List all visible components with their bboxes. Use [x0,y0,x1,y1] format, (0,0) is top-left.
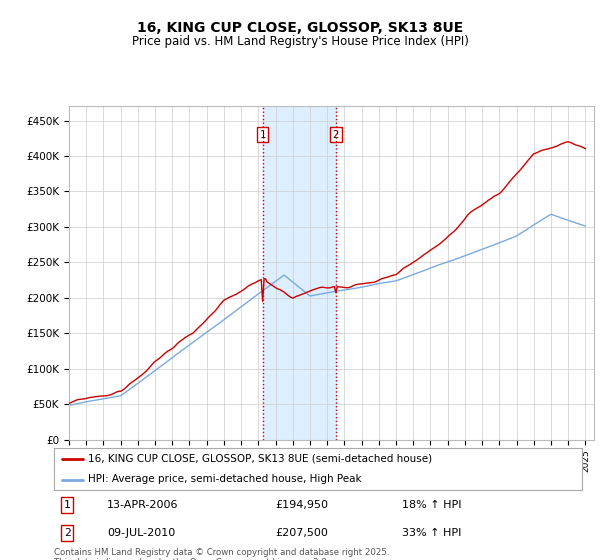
Text: 16, KING CUP CLOSE, GLOSSOP, SK13 8UE (semi-detached house): 16, KING CUP CLOSE, GLOSSOP, SK13 8UE (s… [88,454,433,464]
Text: 18% ↑ HPI: 18% ↑ HPI [403,500,462,510]
Bar [263,106,336,440]
Text: Contains HM Land Registry data © Crown copyright and database right 2025.
This d: Contains HM Land Registry data © Crown c… [54,548,389,560]
Text: Price paid vs. HM Land Registry's House Price Index (HPI): Price paid vs. HM Land Registry's House … [131,35,469,48]
Text: 16, KING CUP CLOSE, GLOSSOP, SK13 8UE: 16, KING CUP CLOSE, GLOSSOP, SK13 8UE [137,21,463,35]
Text: 2: 2 [64,528,71,538]
Text: 33% ↑ HPI: 33% ↑ HPI [403,528,462,538]
Text: 2: 2 [332,130,339,140]
Text: 1: 1 [64,500,71,510]
Text: 13-APR-2006: 13-APR-2006 [107,500,178,510]
Text: HPI: Average price, semi-detached house, High Peak: HPI: Average price, semi-detached house,… [88,474,362,484]
Text: £194,950: £194,950 [276,500,329,510]
Text: 1: 1 [260,130,266,140]
Text: £207,500: £207,500 [276,528,329,538]
Text: 09-JUL-2010: 09-JUL-2010 [107,528,175,538]
